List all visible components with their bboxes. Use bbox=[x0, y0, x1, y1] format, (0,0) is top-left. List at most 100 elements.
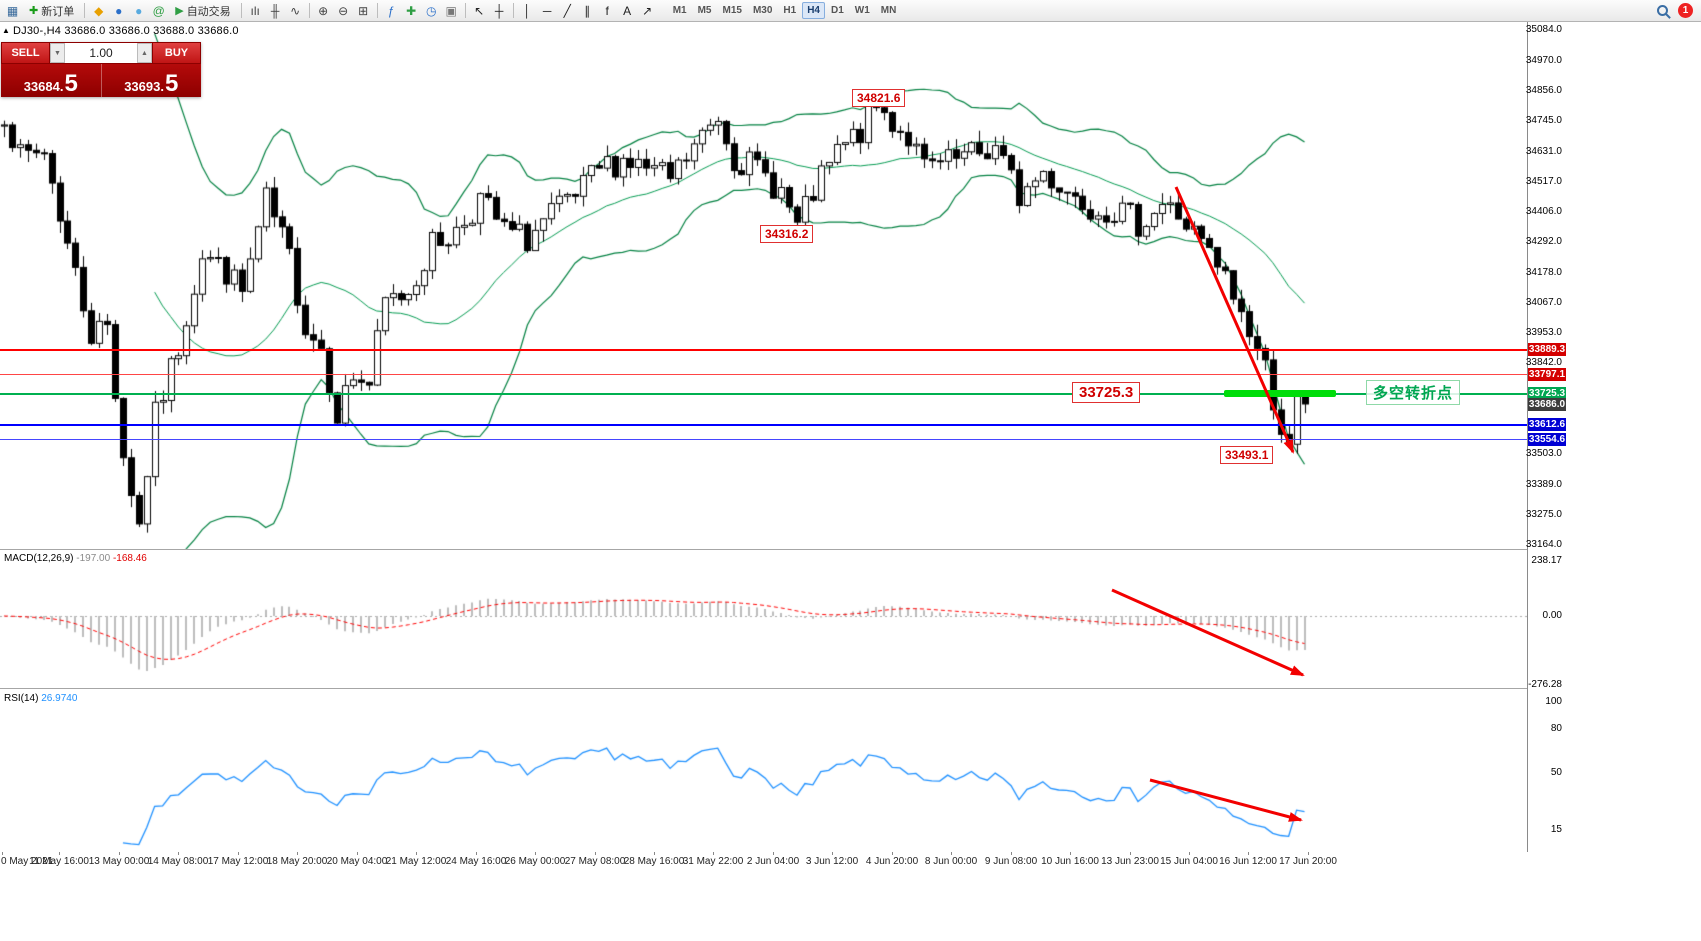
time-tick bbox=[1308, 852, 1309, 855]
time-axis-label: 9 Jun 08:00 bbox=[984, 856, 1038, 867]
price-axis-label: 35084.0 bbox=[1525, 24, 1562, 35]
timeframe-mn-button[interactable]: MN bbox=[876, 2, 902, 19]
price-line-33797.1[interactable] bbox=[0, 374, 1527, 375]
price-tag-33889.3: 33889.3 bbox=[1528, 343, 1566, 356]
timeframe-w1-button[interactable]: W1 bbox=[850, 2, 875, 19]
trendline-icon[interactable]: ╱ bbox=[558, 2, 577, 20]
cursor-icon[interactable]: ↖ bbox=[470, 2, 489, 20]
price-axis-label: 34067.0 bbox=[1525, 297, 1562, 308]
line-chart-icon[interactable]: ∿ bbox=[286, 2, 305, 20]
time-tick bbox=[1130, 852, 1131, 855]
sell-price-pips: 5 bbox=[64, 70, 78, 97]
sell-button[interactable]: SELL bbox=[1, 42, 50, 64]
macd-rsi-separator[interactable] bbox=[0, 688, 1565, 689]
fibonacci-icon[interactable]: f bbox=[598, 2, 617, 20]
search-icon[interactable] bbox=[1657, 5, 1668, 16]
annotation-34821.6: 34821.6 bbox=[852, 89, 906, 107]
price-line-33889.3[interactable] bbox=[0, 349, 1527, 351]
time-tick bbox=[2, 852, 3, 855]
annotation-多空转折点: 多空转折点 bbox=[1366, 380, 1461, 405]
time-tick bbox=[1011, 852, 1012, 855]
price-line-33612.6[interactable] bbox=[0, 424, 1527, 426]
macd-axis-label: 238.17 bbox=[1531, 555, 1562, 566]
toolbar-right-group: 1 bbox=[1657, 3, 1698, 18]
annotation-33725.3: 33725.3 bbox=[1072, 382, 1141, 403]
time-axis-label: 17 May 12:00 bbox=[207, 856, 269, 867]
price-axis-label: 34292.0 bbox=[1525, 236, 1562, 247]
channel-icon[interactable]: ∥ bbox=[578, 2, 597, 20]
time-tick bbox=[357, 852, 358, 855]
snapshot-icon[interactable]: ▣ bbox=[442, 2, 461, 20]
time-tick bbox=[416, 852, 417, 855]
volume-decrease-button[interactable]: ▼ bbox=[50, 43, 65, 63]
time-axis-label: 13 Jun 23:00 bbox=[1101, 856, 1159, 867]
notification-badge[interactable]: 1 bbox=[1678, 3, 1693, 18]
toolbar-separator bbox=[240, 3, 242, 18]
sell-price[interactable]: 33684. 5 bbox=[1, 64, 102, 97]
timeframe-m15-button[interactable]: M15 bbox=[718, 2, 747, 19]
crosshair-icon[interactable]: ┼ bbox=[490, 2, 509, 20]
buy-price[interactable]: 33693. 5 bbox=[102, 64, 202, 97]
volume-input[interactable] bbox=[65, 43, 137, 63]
annotation-33493.1: 33493.1 bbox=[1220, 446, 1274, 464]
rsi-axis-label: 15 bbox=[1550, 824, 1562, 835]
macd-name: MACD(12,26,9) bbox=[4, 553, 74, 564]
price-axis-label: 34745.0 bbox=[1525, 115, 1562, 126]
bar-chart-icon[interactable]: ılı bbox=[246, 2, 265, 20]
time-axis-label: 15 Jun 04:00 bbox=[1160, 856, 1218, 867]
candlestick-chart-icon[interactable]: ╫ bbox=[266, 2, 285, 20]
timeframe-m30-button[interactable]: M30 bbox=[748, 2, 777, 19]
timeframe-h4-button[interactable]: H4 bbox=[802, 2, 825, 19]
price-line-33554.6[interactable] bbox=[0, 439, 1527, 440]
price-axis-label: 34631.0 bbox=[1525, 146, 1562, 157]
timeframe-d1-button[interactable]: D1 bbox=[826, 2, 849, 19]
time-tick bbox=[178, 852, 179, 855]
time-axis-label: 26 May 00:00 bbox=[504, 856, 566, 867]
time-axis-label: 20 May 04:00 bbox=[326, 856, 388, 867]
price-axis-label: 33953.0 bbox=[1525, 327, 1562, 338]
rsi-value: 26.9740 bbox=[41, 693, 78, 704]
time-axis[interactable]: 0 May 2021 11 May 16:00 13 May 00:00 14 May… bbox=[0, 852, 1565, 870]
arrows-icon[interactable]: ↗ bbox=[638, 2, 657, 20]
price-axis[interactable]: 35084.0 34970.0 34856.0 34745.0 34631.0 34517… bbox=[1525, 22, 1566, 852]
horizontal-line-icon[interactable]: ─ bbox=[538, 2, 557, 20]
zoom-in-icon[interactable]: ⊕ bbox=[314, 2, 333, 20]
text-icon[interactable]: A bbox=[618, 2, 637, 20]
mql5-icon[interactable]: ◆ bbox=[89, 2, 108, 20]
indicators-icon[interactable]: ƒ bbox=[382, 2, 401, 20]
grid-icon[interactable]: ⊞ bbox=[354, 2, 373, 20]
timeframe-m1-button[interactable]: M1 bbox=[668, 2, 692, 19]
toolbar-separator bbox=[84, 3, 86, 18]
toolbar-separator bbox=[308, 3, 310, 18]
time-tick bbox=[1070, 852, 1071, 855]
auto-trading-button[interactable]: ▶ 自动交易 bbox=[169, 2, 236, 20]
add-indicator-icon[interactable]: ✚ bbox=[402, 2, 421, 20]
buy-button[interactable]: BUY bbox=[152, 42, 201, 64]
macd-signal-value: -168.46 bbox=[112, 553, 147, 564]
community-icon[interactable]: ● bbox=[109, 2, 128, 20]
vertical-line-icon[interactable]: │ bbox=[518, 2, 537, 20]
timeframe-m5-button[interactable]: M5 bbox=[693, 2, 717, 19]
time-axis-label: 31 May 22:00 bbox=[682, 856, 744, 867]
macd-axis-label: 0.00 bbox=[1542, 610, 1562, 621]
clock-icon[interactable]: ◷ bbox=[422, 2, 441, 20]
main-macd-separator[interactable] bbox=[0, 549, 1565, 550]
pivot-highlight-bar[interactable] bbox=[1224, 390, 1336, 397]
price-axis-label: 33164.0 bbox=[1525, 539, 1562, 550]
time-tick bbox=[654, 852, 655, 855]
signals-icon[interactable]: @ bbox=[149, 2, 168, 20]
price-tag-33612.6: 33612.6 bbox=[1528, 418, 1566, 431]
volume-increase-button[interactable]: ▲ bbox=[137, 43, 152, 63]
time-axis-label: 27 May 08:00 bbox=[564, 856, 626, 867]
new-order-button[interactable]: ✚ 新订单 bbox=[23, 2, 80, 20]
timeframe-h1-button[interactable]: H1 bbox=[778, 2, 801, 19]
time-tick bbox=[951, 852, 952, 855]
zoom-out-icon[interactable]: ⊖ bbox=[334, 2, 353, 20]
price-line-33725.3[interactable] bbox=[0, 393, 1527, 395]
new-chart-icon[interactable]: ▦ bbox=[3, 2, 22, 20]
market-icon[interactable]: ● bbox=[129, 2, 148, 20]
time-axis-label: 2 Jun 04:00 bbox=[746, 856, 800, 867]
time-axis-label: 21 May 12:00 bbox=[385, 856, 447, 867]
price-chart-canvas[interactable] bbox=[0, 22, 1527, 870]
time-axis-label: 11 May 16:00 bbox=[29, 856, 89, 867]
